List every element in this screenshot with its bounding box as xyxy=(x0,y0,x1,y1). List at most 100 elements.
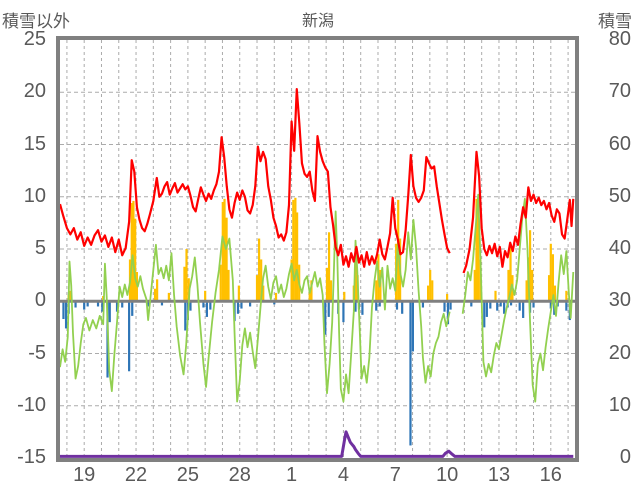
precipitation-bars-bar xyxy=(324,301,327,335)
precipitation-bars-bar xyxy=(518,301,521,311)
precipitation-bars-bar xyxy=(83,301,86,310)
sunshine-bars-bar xyxy=(525,280,528,302)
precipitation-bars-bar xyxy=(565,301,568,311)
precipitation-bars-bar xyxy=(522,301,525,318)
sunshine-bars-bar xyxy=(132,200,135,302)
y-left-tick-label: 10 xyxy=(23,184,46,207)
sunshine-bars-bar xyxy=(547,275,551,302)
x-tick-label: 4 xyxy=(337,464,349,486)
sunshine-bars-bar xyxy=(477,201,480,302)
precipitation-bars-bar xyxy=(342,301,345,323)
precipitation-bars-bar xyxy=(205,301,208,317)
sunshine-bars-bar xyxy=(475,198,478,302)
y-right-tick-label: 30 xyxy=(608,289,631,312)
sunshine-bars-bar xyxy=(183,266,186,302)
precipitation-bars-bar xyxy=(147,301,150,307)
sunshine-bars-bar xyxy=(429,269,432,302)
sunshine-bars-bar xyxy=(255,275,259,302)
precipitation-bars-bar xyxy=(121,301,124,308)
sunshine-bars-bar xyxy=(292,199,295,302)
precipitation-bars-bar xyxy=(411,301,414,352)
x-tick-label: 19 xyxy=(73,464,96,486)
sunshine-bars-bar xyxy=(327,232,331,302)
precipitation-bars-bar xyxy=(64,301,68,329)
y-left-tick-label: -15 xyxy=(17,446,46,468)
precipitation-bars-bar xyxy=(499,301,502,307)
sunshine-bars-bar xyxy=(375,280,378,302)
y-left-tick-label: 5 xyxy=(34,237,46,259)
plot-content xyxy=(60,40,575,458)
precipitation-bars-bar xyxy=(443,301,446,312)
sunshine-bars-bar xyxy=(507,269,510,302)
precipitation-bars-bar xyxy=(532,301,535,308)
sunshine-bars-bar xyxy=(329,280,333,302)
snow-depth-line xyxy=(60,430,574,458)
precipitation-bars-bar xyxy=(409,301,412,446)
sunshine-bars-bar xyxy=(551,254,554,302)
x-tick-label: 25 xyxy=(176,464,199,486)
precipitation-bars-bar xyxy=(236,301,240,314)
precipitation-bars-bar xyxy=(101,301,104,312)
precipitation-bars xyxy=(62,301,571,446)
precipitation-bars-bar xyxy=(202,301,205,308)
y-right-tick-label: 60 xyxy=(608,132,631,155)
temperature-line xyxy=(462,150,575,274)
y-left-tick-label: 25 xyxy=(23,28,46,50)
sunshine-bars-bar xyxy=(509,243,512,302)
y-left-tick-label: -5 xyxy=(28,341,46,364)
precipitation-bars-bar xyxy=(378,301,381,307)
precipitation-bars-bar xyxy=(489,301,492,309)
precipitation-bars-bar xyxy=(509,301,513,306)
sunshine-bars-bar xyxy=(565,290,568,302)
right-axis-title: 積雪 xyxy=(598,12,632,31)
sunshine-bars-bar xyxy=(204,290,207,302)
sunshine-bars-bar xyxy=(427,285,430,302)
sunshine-bars-bar xyxy=(223,198,226,302)
x-tick-label: 16 xyxy=(539,464,562,486)
x-tick-label: 13 xyxy=(487,464,511,486)
y-right-tick-label: 20 xyxy=(608,341,631,364)
sunshine-bars-bar xyxy=(274,292,278,302)
x-tick-label: 1 xyxy=(286,464,298,486)
precipitation-bars-bar xyxy=(273,301,276,305)
precipitation-bars-bar xyxy=(503,301,506,314)
sunshine-bars-bar xyxy=(260,259,263,302)
precipitation-bars-bar xyxy=(361,301,364,315)
precipitation-bars-bar xyxy=(96,301,100,307)
precipitation-bars-bar xyxy=(327,301,330,317)
sunshine-bars-bar xyxy=(130,203,133,302)
sunshine-bars-bar xyxy=(531,269,534,302)
x-tick-label: 28 xyxy=(228,464,251,486)
precipitation-bars-bar xyxy=(108,301,111,323)
y-right-tick-label: 50 xyxy=(608,184,631,207)
precipitation-bars-bar xyxy=(184,301,187,331)
sunshine-bars-bar xyxy=(237,285,240,302)
sunshine-bars-bar xyxy=(294,197,297,302)
precipitation-bars-bar xyxy=(74,301,77,308)
precipitation-bars-bar xyxy=(189,301,192,311)
precipitation-bars-bar xyxy=(86,301,89,307)
precipitation-bars-bar xyxy=(401,301,404,314)
y-left-tick-label: 15 xyxy=(23,132,46,155)
y-left-tick-label: 20 xyxy=(23,80,46,103)
x-tick-label: 7 xyxy=(389,464,401,486)
sunshine-bars-bar xyxy=(528,230,532,302)
sunshine-bars-bar xyxy=(296,212,299,302)
sunshine-bars-bar xyxy=(290,259,293,302)
y-left-tick-label: -10 xyxy=(17,393,46,416)
green-line xyxy=(60,210,451,403)
precipitation-bars-bar xyxy=(446,301,450,325)
sunshine-bars-bar xyxy=(225,217,228,302)
sunshine-bars-bar xyxy=(134,218,137,302)
precipitation-bars-bar xyxy=(485,301,488,317)
left-axis-title: 積雪以外 xyxy=(2,12,70,31)
x-tick-label: 22 xyxy=(124,464,148,486)
precipitation-bars-bar xyxy=(549,301,552,309)
precipitation-bars-bar xyxy=(496,301,499,311)
sunshine-bars-bar xyxy=(219,264,222,302)
precipitation-bars-bar xyxy=(115,301,119,312)
precipitation-bars-bar xyxy=(160,301,164,306)
precipitation-bars-bar xyxy=(131,301,134,316)
